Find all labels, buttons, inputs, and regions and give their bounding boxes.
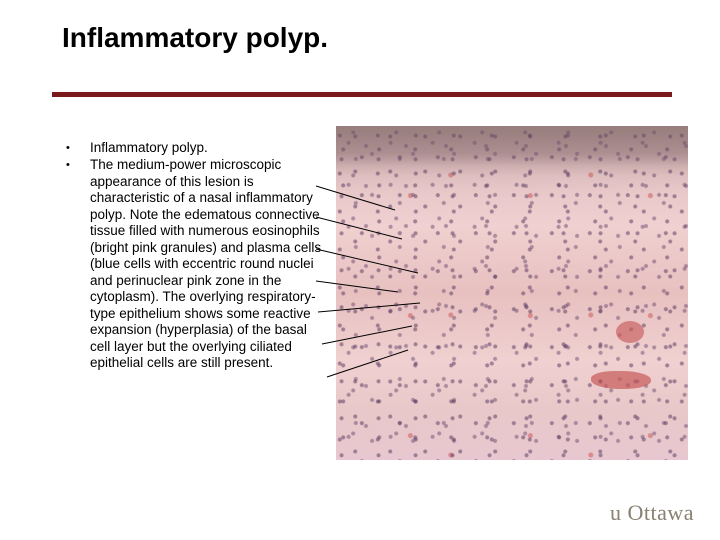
slide-title: Inflammatory polyp. <box>62 22 328 54</box>
university-logo: u Ottawa <box>610 500 694 526</box>
vessel-region <box>591 371 651 389</box>
histology-image <box>336 126 688 460</box>
bullet-item: • Inflammatory polyp. <box>66 140 326 156</box>
bullet-text: The medium-power microscopic appearance … <box>90 157 326 371</box>
bullet-item: • The medium-power microscopic appearanc… <box>66 157 326 371</box>
bullet-list: • Inflammatory polyp. • The medium-power… <box>66 140 326 373</box>
title-divider <box>52 92 672 97</box>
logo-text: u Ottawa <box>610 500 694 525</box>
bullet-marker: • <box>66 157 90 371</box>
bullet-text: Inflammatory polyp. <box>90 140 326 156</box>
bullet-marker: • <box>66 140 90 156</box>
vessel-region <box>616 321 644 343</box>
